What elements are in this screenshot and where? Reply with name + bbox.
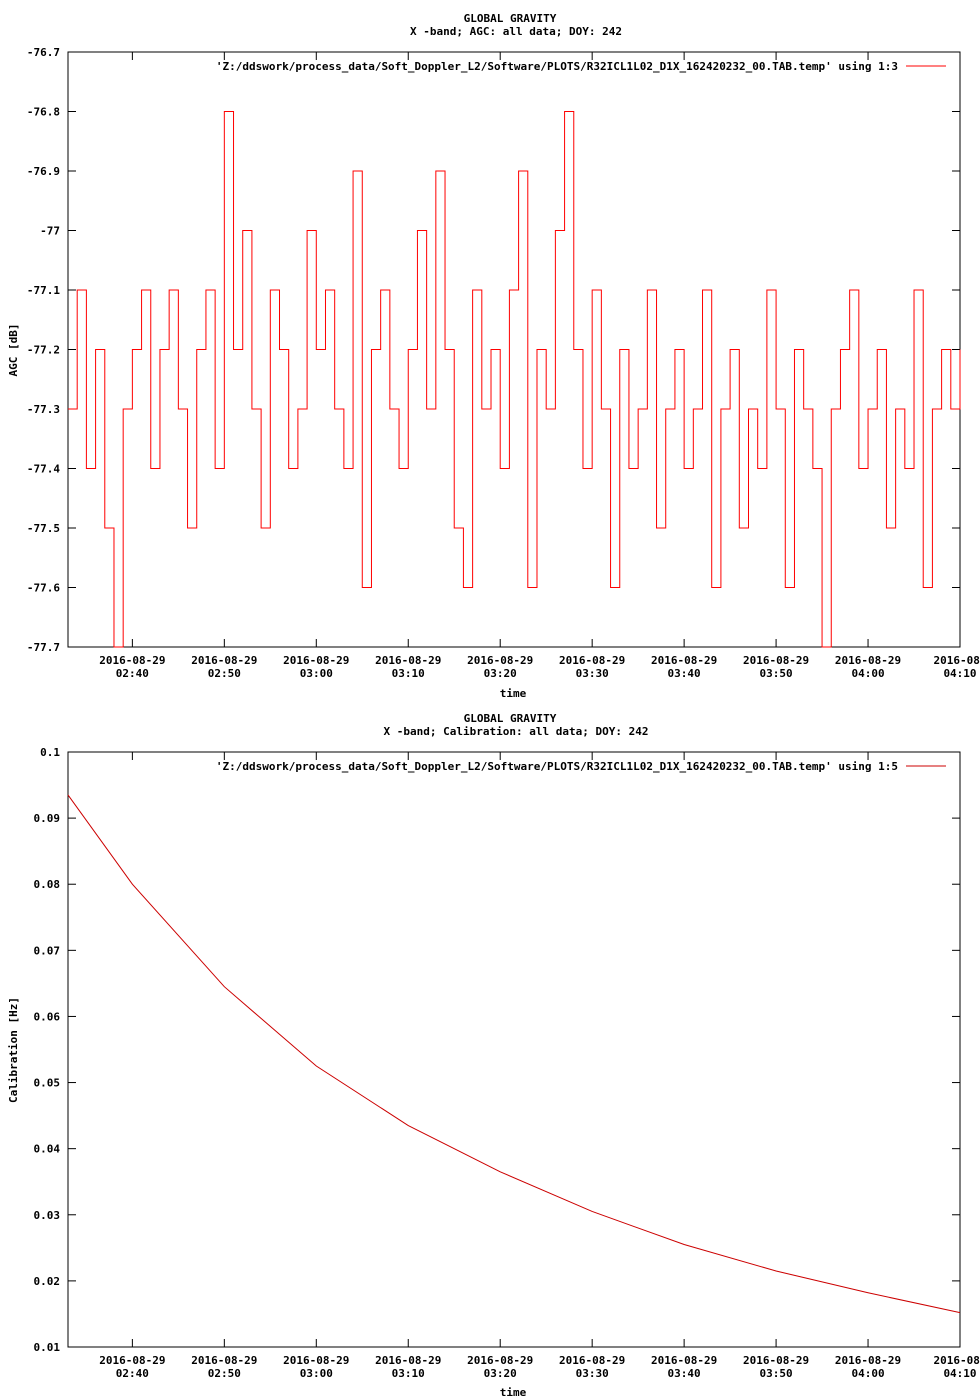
calibration-panel: GLOBAL GRAVITY X -band; Calibration: all… (7, 712, 980, 1399)
y-tick-label: 0.04 (34, 1143, 61, 1156)
chart2-x-axis-label: time (500, 1386, 527, 1399)
x-tick-time-label: 03:20 (484, 667, 517, 680)
x-tick-time-label: 03:10 (392, 667, 425, 680)
x-tick-date-label: 2016-08-29 (375, 1354, 441, 1367)
x-tick-time-label: 02:50 (208, 667, 241, 680)
x-tick-date-label: 2016-08-29 (191, 1354, 257, 1367)
y-tick-label: -77.1 (27, 284, 60, 297)
x-tick-time-label: 02:50 (208, 1367, 241, 1380)
x-tick-date-label: 2016-08-29 (743, 1354, 809, 1367)
x-tick-date-label: 2016-08-29 (559, 1354, 625, 1367)
x-tick-date-label: 2016-08-29 (375, 654, 441, 667)
y-tick-label: 0.06 (34, 1010, 61, 1023)
x-tick-date-label: 2016-08-29 (835, 1354, 901, 1367)
chart1-legend-label: 'Z:/ddswork/process_data/Soft_Doppler_L2… (216, 60, 898, 73)
chart1-title: GLOBAL GRAVITY (464, 12, 557, 25)
chart1-y-axis-label: AGC [dB] (7, 324, 20, 377)
x-tick-date-label: 2016-08-29 (99, 654, 165, 667)
chart2-y-axis-label: Calibration [Hz] (7, 997, 20, 1103)
x-tick-time-label: 03:50 (760, 667, 793, 680)
x-tick-time-label: 03:40 (668, 667, 701, 680)
y-tick-label: 0.01 (34, 1341, 61, 1354)
chart2-title: GLOBAL GRAVITY (464, 712, 557, 725)
x-tick-date-label: 2016-08-29 (467, 1354, 533, 1367)
x-tick-time-label: 03:10 (392, 1367, 425, 1380)
x-tick-date-label: 2016-08-29 (559, 654, 625, 667)
x-tick-date-label: 2016-08-29 (283, 1354, 349, 1367)
x-tick-time-label: 03:50 (760, 1367, 793, 1380)
chart1-x-axis-label: time (500, 687, 527, 700)
x-tick-time-label: 04:00 (851, 667, 884, 680)
y-tick-label: -77 (40, 225, 60, 238)
chart2-legend-label: 'Z:/ddswork/process_data/Soft_Doppler_L2… (216, 760, 898, 773)
x-tick-date-label: 2016-08- (934, 1354, 980, 1367)
chart2-axes: 0.1 0.09 0.08 0.07 0.06 0.05 0.04 0.03 0.02 0.01 2… (34, 746, 980, 1380)
y-tick-label: 0.02 (34, 1275, 61, 1288)
y-tick-label: 0.1 (40, 746, 60, 759)
chart2-series-line (67, 794, 961, 1314)
chart1-axes: -76.7 -76.8 -76.9 -77 -77.1 -77.2 -77.3 -77.4 -7… (27, 46, 980, 680)
y-tick-label: -77.3 (27, 403, 60, 416)
x-tick-time-label: 04:10 (943, 1367, 976, 1380)
x-tick-time-label: 02:40 (116, 1367, 149, 1380)
x-tick-date-label: 2016-08-29 (743, 654, 809, 667)
chart2-subtitle: X -band; Calibration: all data; DOY: 242 (384, 725, 649, 738)
y-tick-label: -76.7 (27, 46, 60, 59)
plot-frame (67, 751, 961, 1348)
y-tick-label: -77.5 (27, 522, 60, 535)
y-tick-label: 0.05 (34, 1077, 61, 1090)
x-tick-date-label: 2016-08-29 (283, 654, 349, 667)
x-tick-time-label: 03:40 (668, 1367, 701, 1380)
y-tick-label: -77.2 (27, 344, 60, 357)
y-tick-label: -76.8 (27, 106, 60, 119)
x-tick-date-label: 2016-08-29 (835, 654, 901, 667)
y-tick-label: 0.08 (34, 878, 61, 891)
y-tick-label: -76.9 (27, 165, 60, 178)
x-tick-time-label: 04:00 (851, 1367, 884, 1380)
x-tick-time-label: 04:10 (943, 667, 976, 680)
x-tick-time-label: 03:30 (576, 1367, 609, 1380)
x-tick-time-label: 03:00 (300, 1367, 333, 1380)
chart1-subtitle: X -band; AGC: all data; DOY: 242 (410, 25, 622, 38)
y-tick-label: 0.09 (34, 812, 61, 825)
x-tick-date-label: 2016-08-29 (651, 654, 717, 667)
x-tick-time-label: 03:00 (300, 667, 333, 680)
y-tick-label: -77.4 (27, 463, 60, 476)
x-tick-date-label: 2016-08-29 (651, 1354, 717, 1367)
x-tick-time-label: 03:30 (576, 667, 609, 680)
y-tick-label: 0.03 (34, 1209, 61, 1222)
y-tick-label: 0.07 (34, 944, 61, 957)
x-tick-time-label: 02:40 (116, 667, 149, 680)
y-tick-label: -77.6 (27, 582, 60, 595)
x-tick-date-label: 2016-08-29 (99, 1354, 165, 1367)
x-tick-date-label: 2016-08-29 (191, 654, 257, 667)
agc-panel: GLOBAL GRAVITY X -band; AGC: all data; D… (7, 12, 980, 700)
x-tick-time-label: 03:20 (484, 1367, 517, 1380)
x-tick-date-label: 2016-08- (934, 654, 980, 667)
y-tick-label: -77.7 (27, 641, 60, 654)
x-tick-date-label: 2016-08-29 (467, 654, 533, 667)
chart1-series-line (68, 111, 961, 648)
